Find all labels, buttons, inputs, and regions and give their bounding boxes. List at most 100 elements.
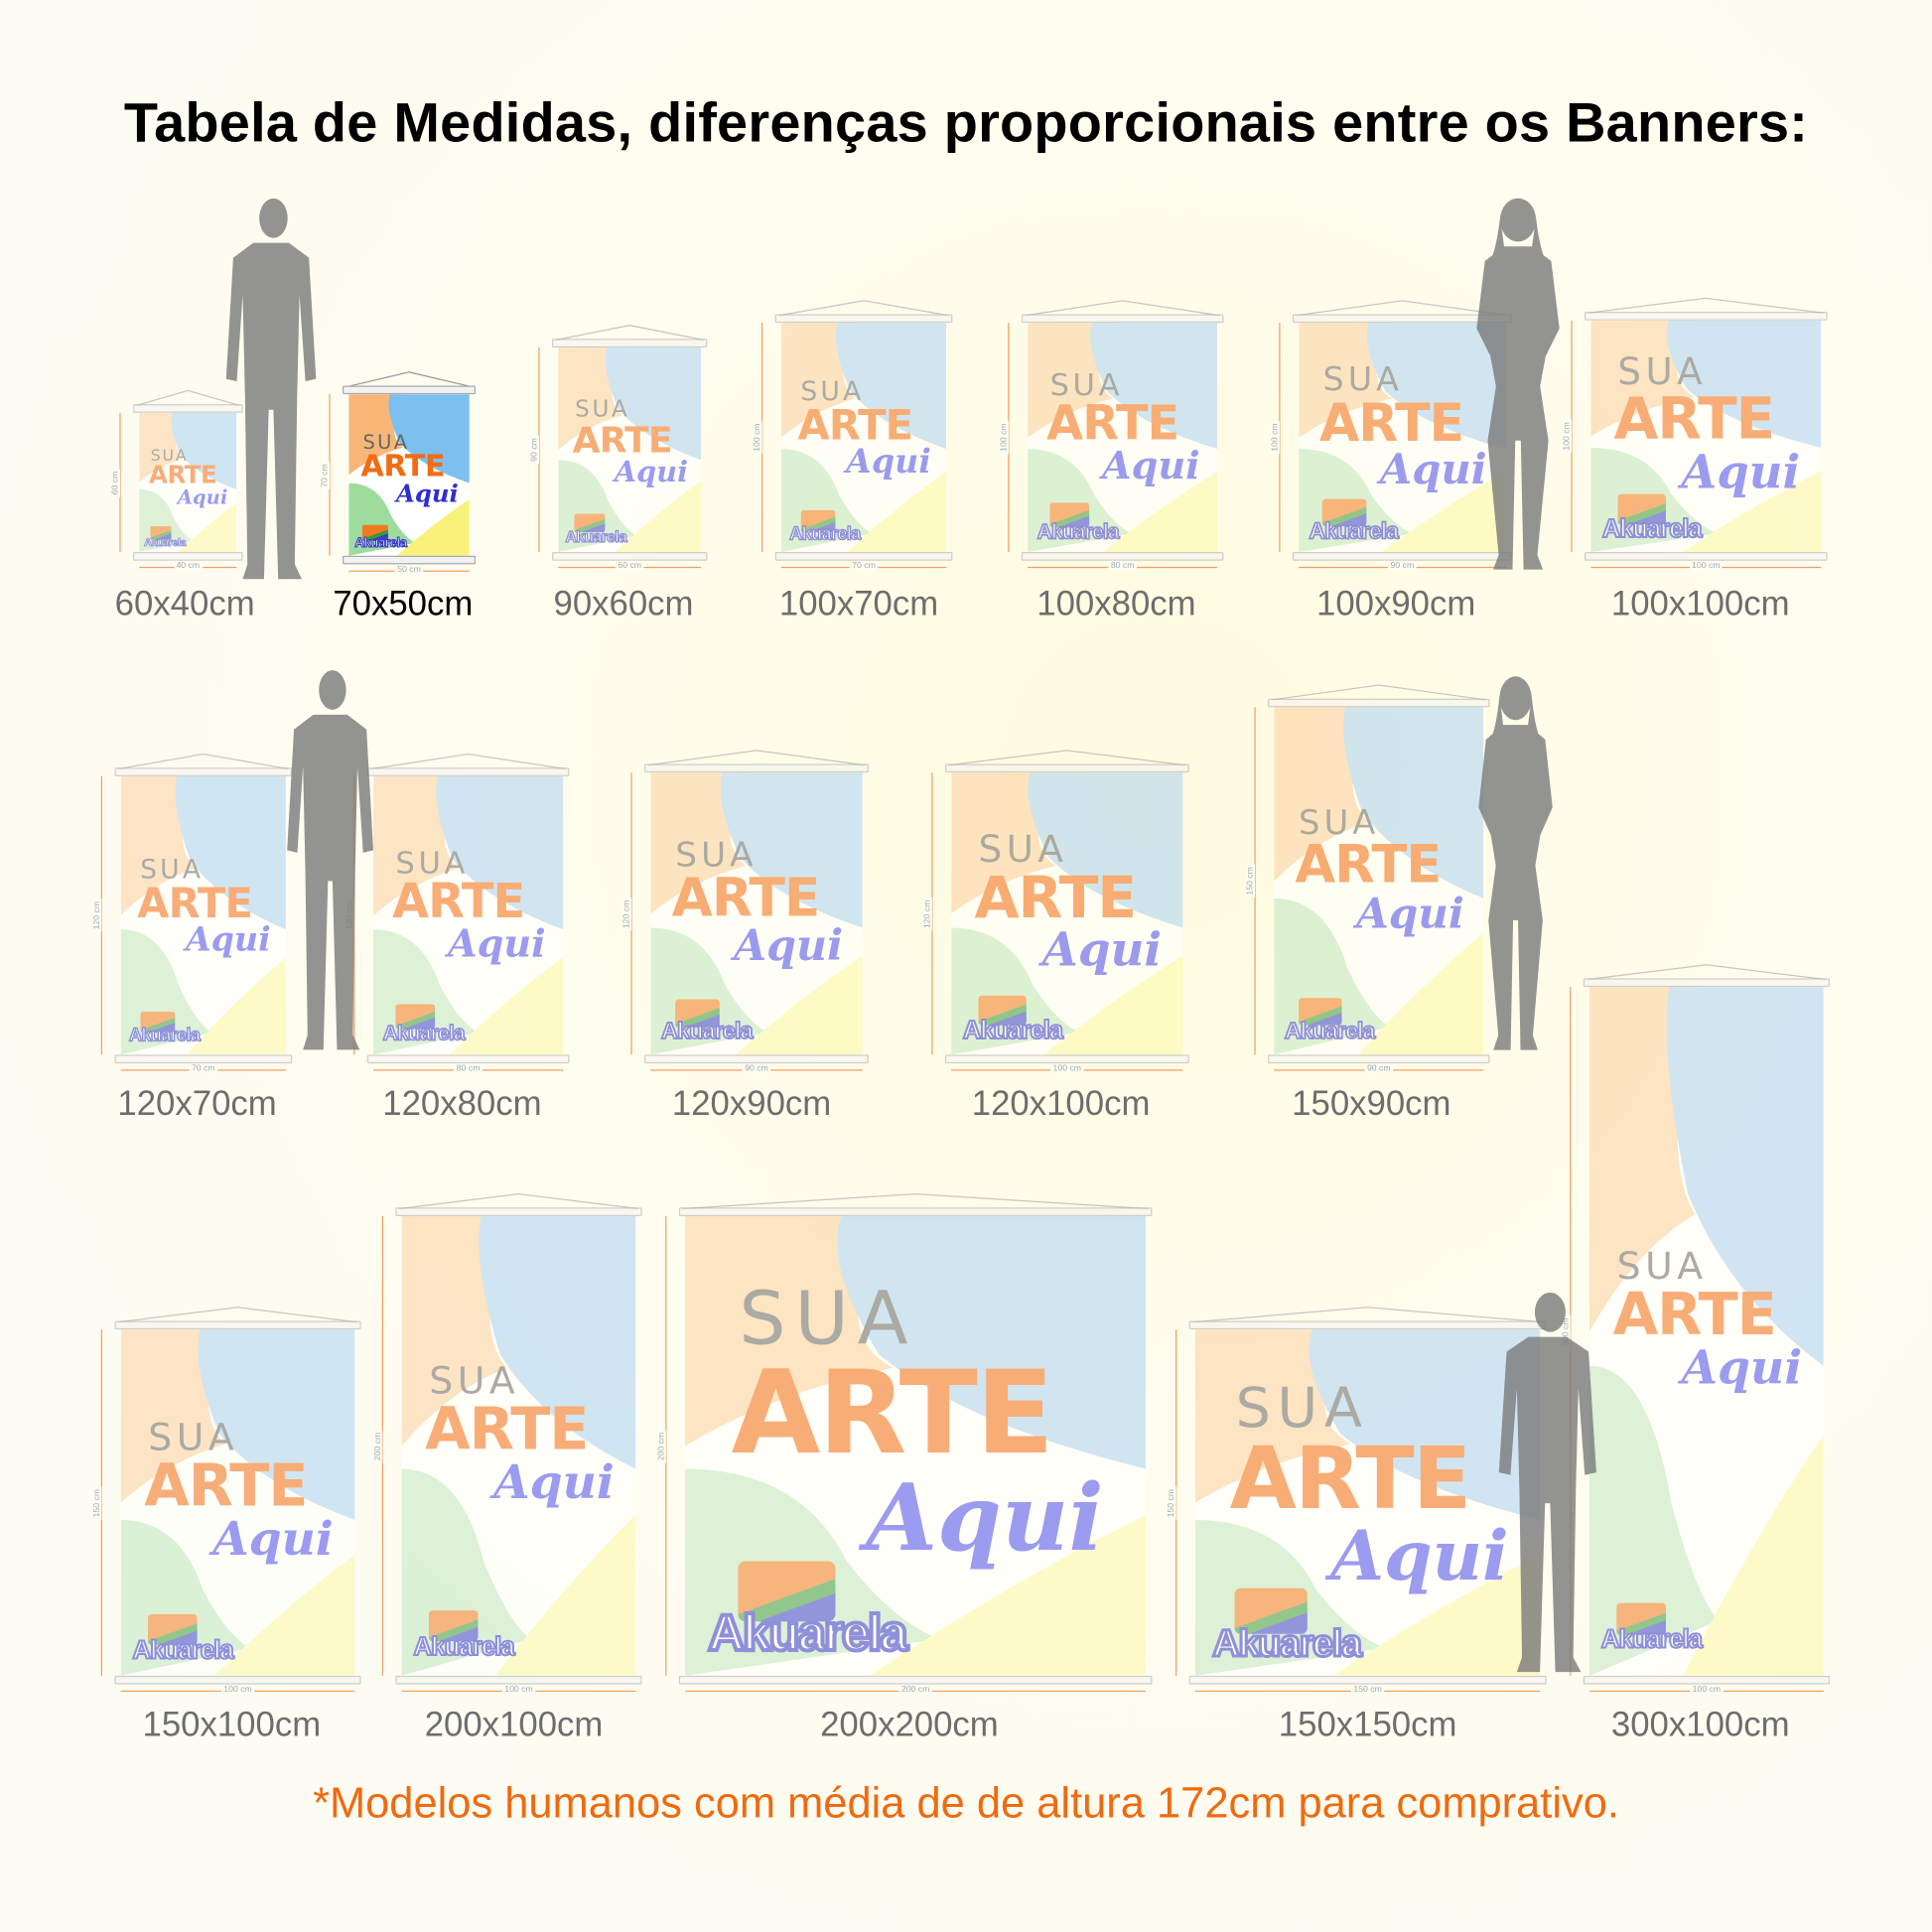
size-label: 90x60cm xyxy=(553,584,694,622)
banner-artwork: SUA ARTE Aqui Akuarela xyxy=(1274,707,1484,1055)
bottom-rod xyxy=(114,1675,361,1685)
height-dimension: 60 cm xyxy=(111,412,133,553)
bottom-rod xyxy=(366,1054,570,1064)
banner-100x70[interactable]: SUA ARTE Aqui Akuarela 100 cm 70 cm xyxy=(753,300,953,571)
banner-120x90[interactable]: SUA ARTE Aqui Akuarela 120 cm 90 cm xyxy=(622,750,869,1073)
banner-text: SUA ARTE Aqui xyxy=(360,432,465,505)
width-dimension-label: 70 cm xyxy=(849,561,879,571)
banner-100x80[interactable]: SUA ARTE Aqui Akuarela 100 cm 80 cm xyxy=(1000,300,1224,571)
akuarela-logo: Akuarela xyxy=(706,1561,910,1663)
height-dimension-label: 200 cm xyxy=(657,1429,666,1463)
hanger-cord xyxy=(370,753,566,770)
height-dimension: 120 cm xyxy=(622,772,644,1055)
banner-text: SUA ARTE Aqui xyxy=(797,376,939,480)
banner-120x70[interactable]: SUA ARTE Aqui Akuarela 120 cm 70 cm xyxy=(92,753,293,1073)
bottom-rod xyxy=(1585,552,1828,561)
banner-artwork: SUA ARTE Aqui Akuarela xyxy=(780,323,947,553)
banner-120x100[interactable]: SUA ARTE Aqui Akuarela 120 cm 100 cm xyxy=(923,750,1189,1073)
banner-artwork: SUA ARTE Aqui Akuarela xyxy=(951,772,1183,1055)
width-dimension-label: 90 cm xyxy=(742,1064,771,1073)
akuarela-logo: Akuarela xyxy=(1284,997,1376,1044)
banner-text-sua: SUA xyxy=(800,376,865,408)
bottom-rod xyxy=(1021,552,1224,561)
banner-90x60[interactable]: SUA ARTE Aqui Akuarela 90 cm 60 cm xyxy=(530,325,708,571)
banner-text-sua: SUA xyxy=(362,429,410,454)
banner-text-arte: ARTE xyxy=(360,448,446,484)
top-rod xyxy=(644,763,869,773)
woman-silhouette-icon xyxy=(1476,198,1560,570)
banner-200x100[interactable]: SUA ARTE Aqui Akuarela 200 cm 100 cm xyxy=(373,1193,642,1695)
banner-text: SUA ARTE Aqui xyxy=(1046,369,1209,486)
banner-artwork: SUA ARTE Aqui Akuarela xyxy=(373,775,564,1055)
banner-artwork: SUA ARTE Aqui Akuarela xyxy=(685,1215,1147,1676)
banner-artwork: SUA ARTE Aqui Akuarela xyxy=(139,412,237,553)
banner-text-sua: SUA xyxy=(148,1416,239,1459)
banner-text-arte: ARTE xyxy=(1612,1281,1777,1349)
height-dimension: 300 cm xyxy=(1562,987,1584,1676)
banner-300x100[interactable]: SUA ARTE Aqui Akuarela 300 cm 100 cm xyxy=(1562,964,1831,1695)
akuarela-logo-icon xyxy=(395,1004,436,1030)
size-label: 150x100cm xyxy=(142,1705,322,1744)
size-label: 120x90cm xyxy=(671,1084,832,1123)
banner-text: SUA ARTE Aqui xyxy=(425,1359,626,1510)
background-shapes xyxy=(1028,323,1218,553)
akuarela-logo-icon xyxy=(1617,493,1666,525)
width-dimension-label: 200 cm xyxy=(898,1685,932,1695)
akuarela-logo-text: Akuarela xyxy=(1211,1619,1364,1665)
banner-70x50[interactable]: SUA ARTE Aqui Akuarela 70 cm 50 cm xyxy=(321,371,477,575)
banner-150x150[interactable]: SUA ARTE Aqui Akuarela 150 cm 150 cm xyxy=(1167,1307,1547,1695)
banner-text-aqui: Aqui xyxy=(733,921,844,972)
banner-100x90[interactable]: SUA ARTE Aqui Akuarela 100 cm 90 cm xyxy=(1271,300,1512,571)
banner-200x200[interactable]: SUA ARTE Aqui Akuarela 200 cm 200 cm xyxy=(657,1193,1153,1695)
width-dimension-label: 100 cm xyxy=(1690,1685,1724,1695)
banner-text-aqui: Aqui xyxy=(1379,444,1487,493)
banner-text-arte: ARTE xyxy=(731,1346,1053,1481)
size-label: 100x100cm xyxy=(1610,584,1790,622)
width-dimension: 90 cm xyxy=(1299,561,1506,571)
banner-text-arte: ARTE xyxy=(149,461,217,489)
bottom-rod xyxy=(114,1054,293,1064)
width-dimension: 80 cm xyxy=(373,1064,564,1073)
akuarela-logo-text: Akuarela xyxy=(1036,519,1121,544)
banner-150x100[interactable]: SUA ARTE Aqui Akuarela 150 cm 100 cm xyxy=(92,1307,361,1695)
banner-60x40[interactable]: SUA ARTE Aqui Akuarela 60 cm 40 cm xyxy=(111,389,243,571)
banner-150x90[interactable]: SUA ARTE Aqui Akuarela 150 cm 90 cm xyxy=(1246,684,1490,1073)
banner-text: SUA ARTE Aqui xyxy=(731,1282,1127,1564)
akuarela-logo-icon xyxy=(738,1561,835,1622)
background-shapes xyxy=(401,1215,636,1676)
banner-100x100[interactable]: SUA ARTE Aqui Akuarela 100 cm 100 cm xyxy=(1563,297,1828,571)
height-dimension-label: 150 cm xyxy=(92,1485,102,1520)
hanger-cord xyxy=(778,300,949,317)
banner-artwork: SUA ARTE Aqui Akuarela xyxy=(1194,1329,1541,1676)
akuarela-logo-text: Akuarela xyxy=(706,1602,909,1663)
banner-text-arte: ARTE xyxy=(425,1395,589,1464)
akuarela-logo-icon xyxy=(1298,997,1342,1026)
hanger-cord xyxy=(118,753,289,770)
banner-text-aqui: Aqui xyxy=(1330,1515,1509,1597)
akuarela-logo-icon xyxy=(1235,1588,1308,1635)
akuarela-logo-text: Akuarela xyxy=(382,1021,467,1045)
banner-text-arte: ARTE xyxy=(671,867,821,929)
banner-text-aqui: Aqui xyxy=(614,455,689,489)
banner-text-sua: SUA xyxy=(429,1359,520,1403)
banner-text-aqui: Aqui xyxy=(493,1453,615,1510)
size-label: 200x100cm xyxy=(424,1705,604,1744)
bottom-rod xyxy=(395,1675,642,1685)
banner-artwork: SUA ARTE Aqui Akuarela xyxy=(120,775,286,1055)
size-label: 60x40cm xyxy=(114,584,255,622)
height-dimension: 200 cm xyxy=(657,1215,679,1676)
top-rod xyxy=(114,1320,361,1330)
width-dimension: 200 cm xyxy=(685,1685,1147,1695)
hanger-cord xyxy=(1271,684,1486,701)
width-dimension-label: 100 cm xyxy=(1050,1064,1084,1073)
background-shapes xyxy=(951,772,1183,1055)
width-dimension: 70 cm xyxy=(120,1064,286,1073)
top-rod xyxy=(1268,698,1490,708)
akuarela-logo-icon xyxy=(1616,1603,1666,1635)
size-label: 70x50cm xyxy=(333,584,474,622)
banner-text-sua: SUA xyxy=(150,445,189,465)
background-shapes xyxy=(650,772,863,1055)
size-label: 100x70cm xyxy=(778,584,939,622)
